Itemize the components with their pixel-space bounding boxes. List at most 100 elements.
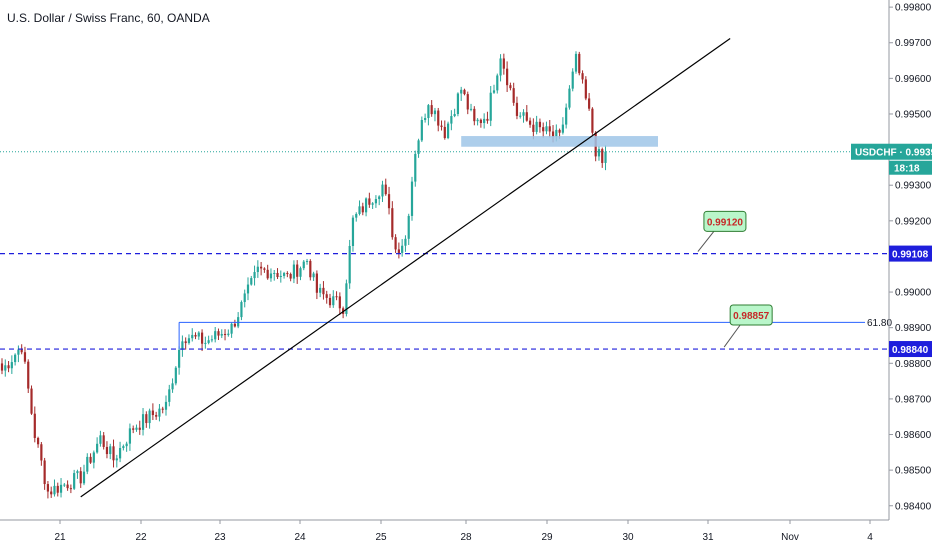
price-callout [703, 210, 747, 232]
fib-level-label: 61.80 [867, 318, 892, 329]
resistance-zone [461, 136, 658, 147]
candle-body [50, 491, 53, 495]
candle-body [276, 272, 279, 278]
candle-body [519, 115, 522, 117]
candle-body [250, 278, 253, 285]
candle-body [30, 388, 33, 414]
candle-body [571, 71, 574, 89]
candle-body [73, 473, 76, 489]
candle-body [601, 149, 604, 163]
candle-body [118, 448, 122, 459]
last-price-tag [851, 143, 932, 160]
candle-body [174, 367, 177, 384]
candle-body [233, 323, 236, 327]
candle-body [466, 94, 469, 110]
candle-body [450, 116, 453, 124]
candle-body [230, 323, 233, 334]
candle-body [551, 131, 555, 137]
candle-body [184, 341, 187, 344]
candle-body [387, 194, 391, 209]
price-callout [729, 304, 773, 326]
countdown-tag-text: 18:18 [894, 164, 920, 175]
candle-body [325, 294, 328, 298]
candle-body [109, 446, 112, 455]
candle-body [558, 129, 561, 133]
candle-body [59, 484, 63, 493]
candle-body [263, 268, 266, 270]
candle-body [538, 121, 542, 128]
time-axis[interactable]: 21 22 23 24 25 28 29 30 31 Nov 4 [54, 520, 873, 543]
candle-body [125, 443, 128, 447]
price-axis-label: 0.99200 [895, 216, 932, 227]
candle-body [469, 108, 473, 110]
price-axis-label: 0.99800 [895, 3, 932, 14]
price-axis-label: 0.98900 [895, 323, 932, 334]
candle-body [279, 275, 282, 278]
candle-body [456, 93, 460, 115]
candle-body [197, 332, 200, 337]
candle-body [499, 58, 502, 76]
candle-body [164, 401, 168, 410]
candle-body [20, 349, 23, 353]
candle-body [404, 238, 407, 246]
candle-body [328, 297, 332, 306]
candle-body [141, 414, 145, 430]
candle-body [237, 317, 240, 327]
time-axis-label: 4 [867, 532, 873, 543]
candle-body [555, 129, 558, 137]
candle-body [417, 140, 420, 154]
candle-body [525, 112, 528, 121]
candle-body [506, 68, 509, 86]
price-axis-label: 0.99600 [895, 74, 932, 85]
candle-body [401, 245, 404, 253]
candle-body [443, 126, 446, 139]
countdown-tag [889, 160, 932, 175]
candle-body [578, 53, 581, 74]
chart-title: U.S. Dollar / Swiss Franc, 60, OANDA [7, 11, 210, 25]
candle-body [302, 261, 305, 269]
price-axis-label: 0.98800 [895, 359, 932, 370]
candle-body [66, 484, 69, 489]
candle-body [122, 446, 125, 449]
candle-body [23, 352, 27, 362]
price-axis-label: 0.98600 [895, 430, 932, 441]
candle-body [486, 118, 489, 121]
candle-body [210, 339, 214, 341]
price-tags: USDCHF · 0.99394 18:18 0.99108 0.98840 [851, 143, 932, 358]
candle-body [269, 273, 273, 279]
candle-body [89, 456, 92, 463]
candle-body [63, 484, 66, 486]
candle-body [512, 88, 515, 103]
candle-body [305, 260, 309, 262]
candle-body [138, 427, 141, 430]
candle-body [535, 121, 538, 132]
candle-body [79, 471, 82, 484]
candle-body [492, 90, 496, 93]
candle-body [135, 427, 138, 430]
candle-body [17, 349, 20, 355]
candle-body [545, 126, 548, 132]
candle-body [424, 118, 427, 121]
candle-body [463, 89, 466, 95]
time-axis-label: 24 [294, 532, 306, 543]
candle-body [588, 98, 591, 109]
candle-body [187, 338, 191, 344]
level-price-tag [889, 341, 932, 358]
callout-pointer [697, 231, 715, 252]
candle-body [14, 354, 17, 363]
candle-body [115, 458, 118, 461]
candle-body [489, 92, 492, 121]
candle-body [473, 108, 476, 122]
candle-body [338, 296, 341, 309]
candle-body [351, 217, 355, 246]
candlestick-series [0, 51, 607, 499]
candle-body [381, 184, 384, 197]
candle-body [427, 105, 430, 119]
price-axis-label: 0.99300 [895, 181, 932, 192]
candle-body [394, 237, 397, 250]
level-price-tag-text: 0.99108 [892, 250, 929, 261]
candle-body [96, 443, 99, 453]
time-axis-label: 29 [541, 532, 553, 543]
level-price-tag [889, 245, 932, 262]
